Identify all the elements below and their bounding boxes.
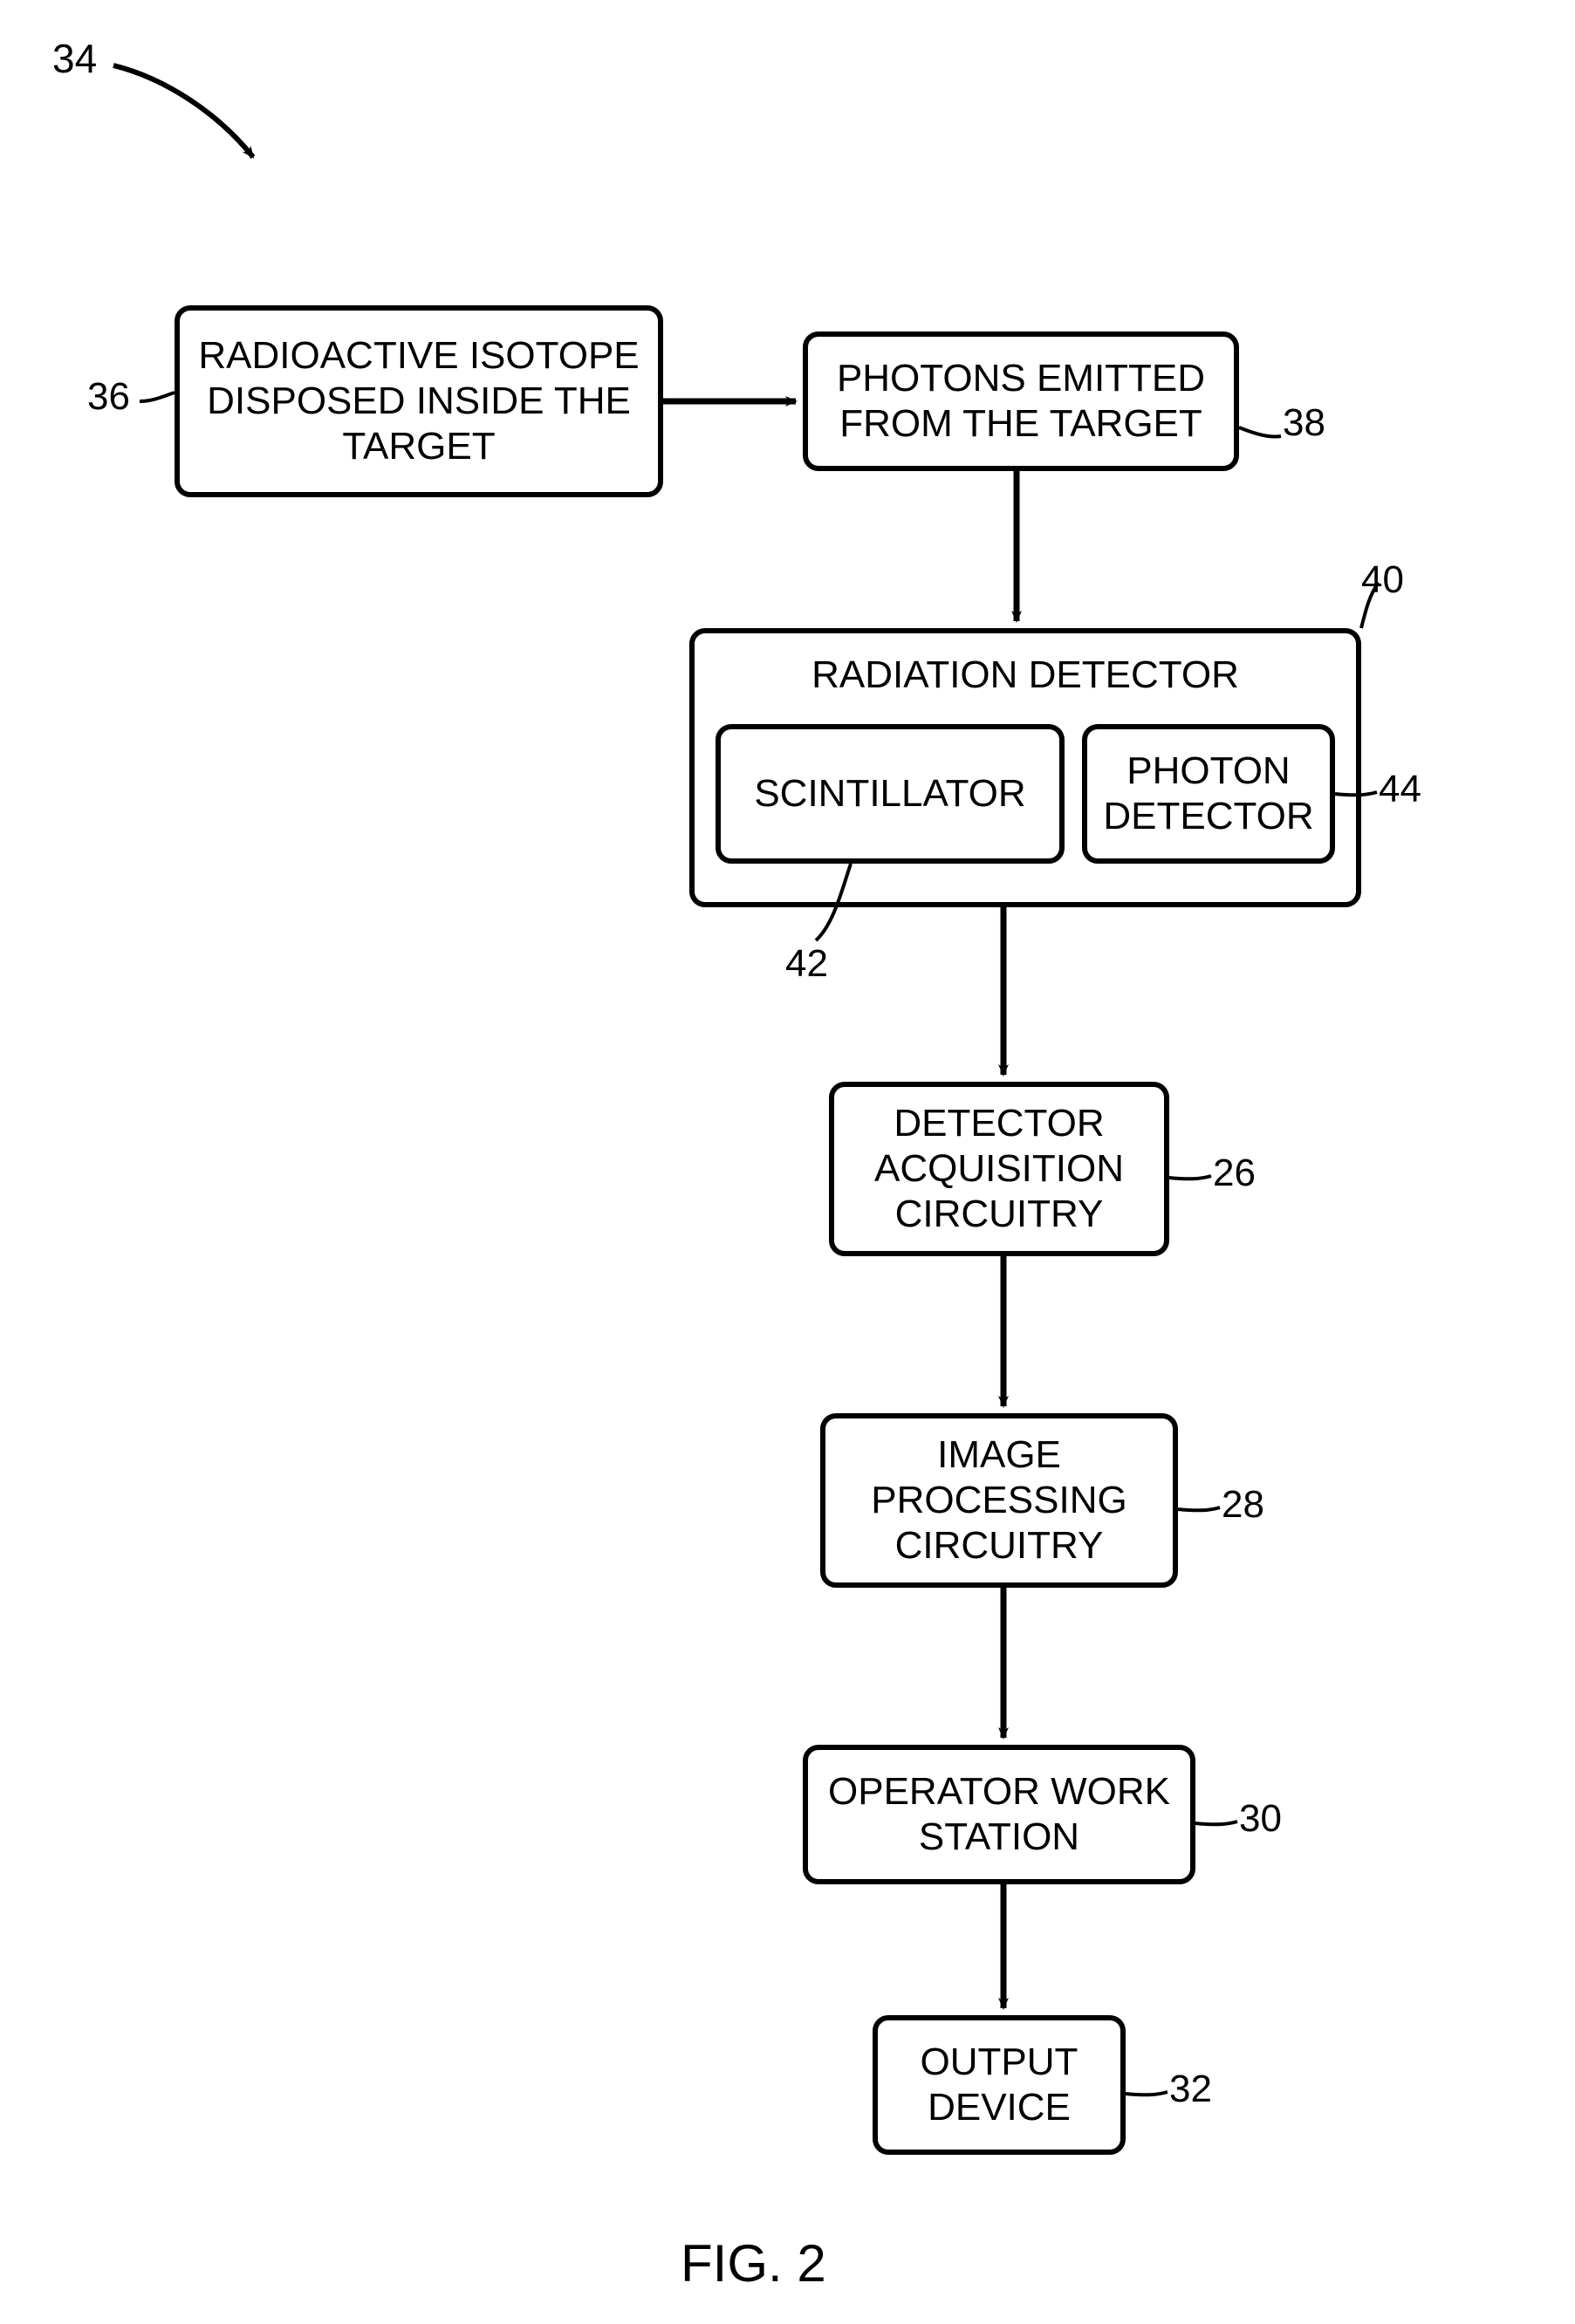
ref-38: 38 — [1283, 401, 1325, 445]
leader-26 — [1169, 1176, 1211, 1179]
box-output-device: OUTPUT DEVICE — [873, 2015, 1126, 2155]
ref-34: 34 — [52, 35, 97, 82]
box-text: IMAGE PROCESSING CIRCUITRY — [825, 1432, 1173, 1569]
ref-32: 32 — [1169, 2068, 1212, 2111]
box-text: PHOTON DETECTOR — [1087, 748, 1330, 839]
ref-44: 44 — [1379, 768, 1421, 811]
box-photon-detector: PHOTON DETECTOR — [1082, 724, 1335, 864]
ref-34-arrow — [113, 65, 253, 157]
box-photons-emitted: PHOTONS EMITTED FROM THE TARGET — [803, 332, 1239, 471]
box-text: RADIOACTIVE ISOTOPE DISPOSED INSIDE THE … — [188, 333, 649, 469]
box-text: SCINTILLATOR — [754, 771, 1025, 817]
radiation-detector-title: RADIATION DETECTOR — [695, 653, 1356, 698]
box-scintillator: SCINTILLATOR — [716, 724, 1065, 864]
leader-32 — [1126, 2092, 1168, 2095]
diagram-canvas: 34 RADIOACTIVE ISOTOPE DISPOSED INSIDE T… — [0, 0, 1575, 2324]
leader-28 — [1178, 1507, 1220, 1510]
box-text: OPERATOR WORK STATION — [808, 1769, 1190, 1860]
leader-36 — [140, 393, 175, 401]
ref-30: 30 — [1239, 1797, 1282, 1841]
leader-30 — [1195, 1822, 1237, 1824]
box-text: OUTPUT DEVICE — [878, 2040, 1120, 2130]
box-text: DETECTOR ACQUISITION CIRCUITRY — [834, 1101, 1164, 1237]
box-text: PHOTONS EMITTED FROM THE TARGET — [817, 356, 1225, 447]
ref-40: 40 — [1361, 558, 1404, 602]
ref-28: 28 — [1222, 1483, 1264, 1527]
ref-42: 42 — [785, 942, 828, 986]
box-detector-acquisition: DETECTOR ACQUISITION CIRCUITRY — [829, 1082, 1169, 1256]
box-radioactive-isotope: RADIOACTIVE ISOTOPE DISPOSED INSIDE THE … — [175, 305, 663, 497]
figure-label: FIG. 2 — [681, 2233, 826, 2293]
ref-26: 26 — [1213, 1152, 1256, 1195]
leader-38 — [1239, 427, 1281, 437]
box-operator-workstation: OPERATOR WORK STATION — [803, 1745, 1195, 1884]
ref-36: 36 — [87, 375, 130, 419]
box-image-processing: IMAGE PROCESSING CIRCUITRY — [820, 1413, 1178, 1588]
